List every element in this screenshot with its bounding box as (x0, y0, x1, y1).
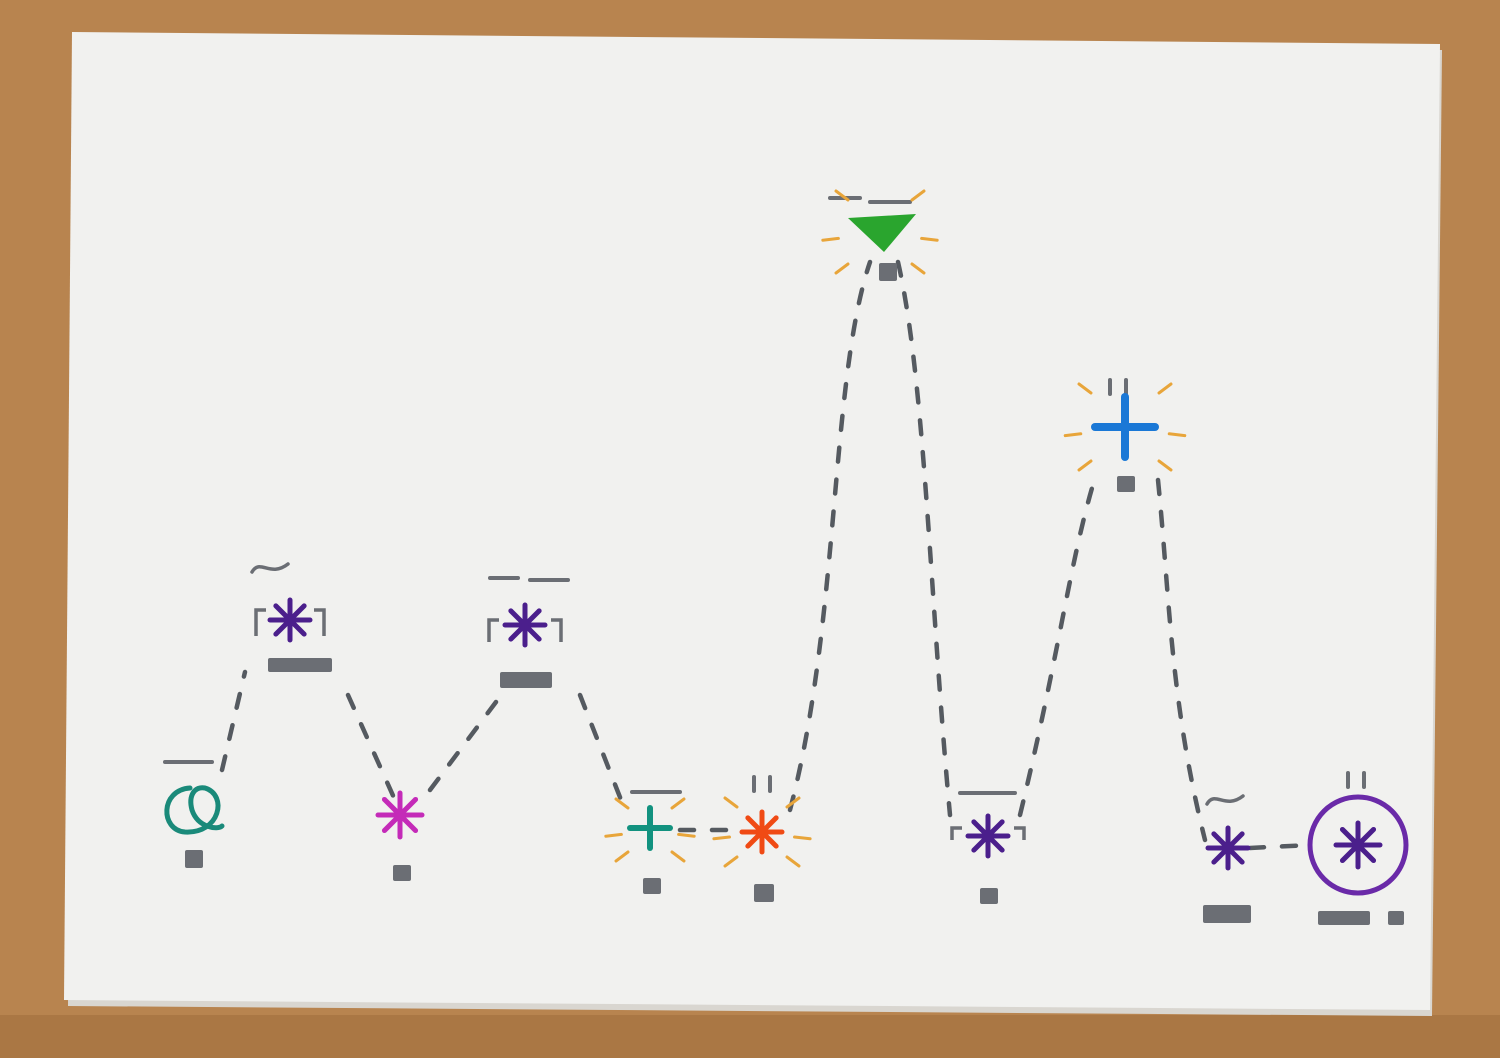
bar-mark (643, 878, 661, 894)
hollow-loop-icon (164, 785, 225, 835)
dash-segment-9 (1155, 477, 1208, 843)
asterisk-icon (267, 597, 313, 643)
paper-card (64, 32, 1440, 1010)
circled-asterisk-ring (1307, 794, 1409, 896)
tilde-mark (250, 562, 290, 574)
dashed-reaction-path (219, 259, 1313, 851)
bar-mark (1388, 911, 1404, 925)
tick-mark (1108, 378, 1128, 396)
table-shadow (0, 1015, 1500, 1058)
bar-mark (754, 884, 774, 902)
dash-segment-8 (1017, 475, 1098, 818)
tick-mark (752, 775, 772, 793)
bar-mark (980, 888, 998, 904)
triangle-icon (848, 214, 916, 252)
bracket-mark (254, 608, 326, 636)
tilde-mark (1205, 794, 1245, 806)
tick-mark (1346, 771, 1366, 789)
dash-segment-10 (1247, 842, 1313, 851)
plus-icon (627, 805, 673, 851)
bracket-mark (950, 826, 1026, 840)
bar-mark (1318, 911, 1370, 925)
glow-mark (604, 797, 696, 863)
circled-asterisk-icon (1333, 820, 1383, 870)
glow-mark (712, 796, 812, 868)
asterisk-icon (965, 813, 1011, 859)
dash-segment-4 (577, 692, 628, 813)
bar-mark (879, 263, 897, 281)
asterisk-icon (502, 602, 548, 648)
bar-mark (1117, 476, 1135, 492)
bracket-mark (487, 618, 563, 642)
glow-mark (1063, 382, 1187, 472)
bar-mark (393, 865, 411, 881)
bar-mark (1203, 905, 1251, 923)
asterisk-icon (375, 790, 425, 840)
asterisk-icon (739, 809, 785, 855)
dash-segment-2 (345, 692, 398, 803)
bar-mark (268, 658, 332, 672)
dash-segment-3 (427, 687, 508, 793)
asterisk-icon (1205, 825, 1251, 871)
glow-mark (821, 189, 939, 275)
bar-mark (185, 850, 203, 868)
plus-icon (1091, 393, 1159, 461)
bar-mark (500, 672, 552, 688)
